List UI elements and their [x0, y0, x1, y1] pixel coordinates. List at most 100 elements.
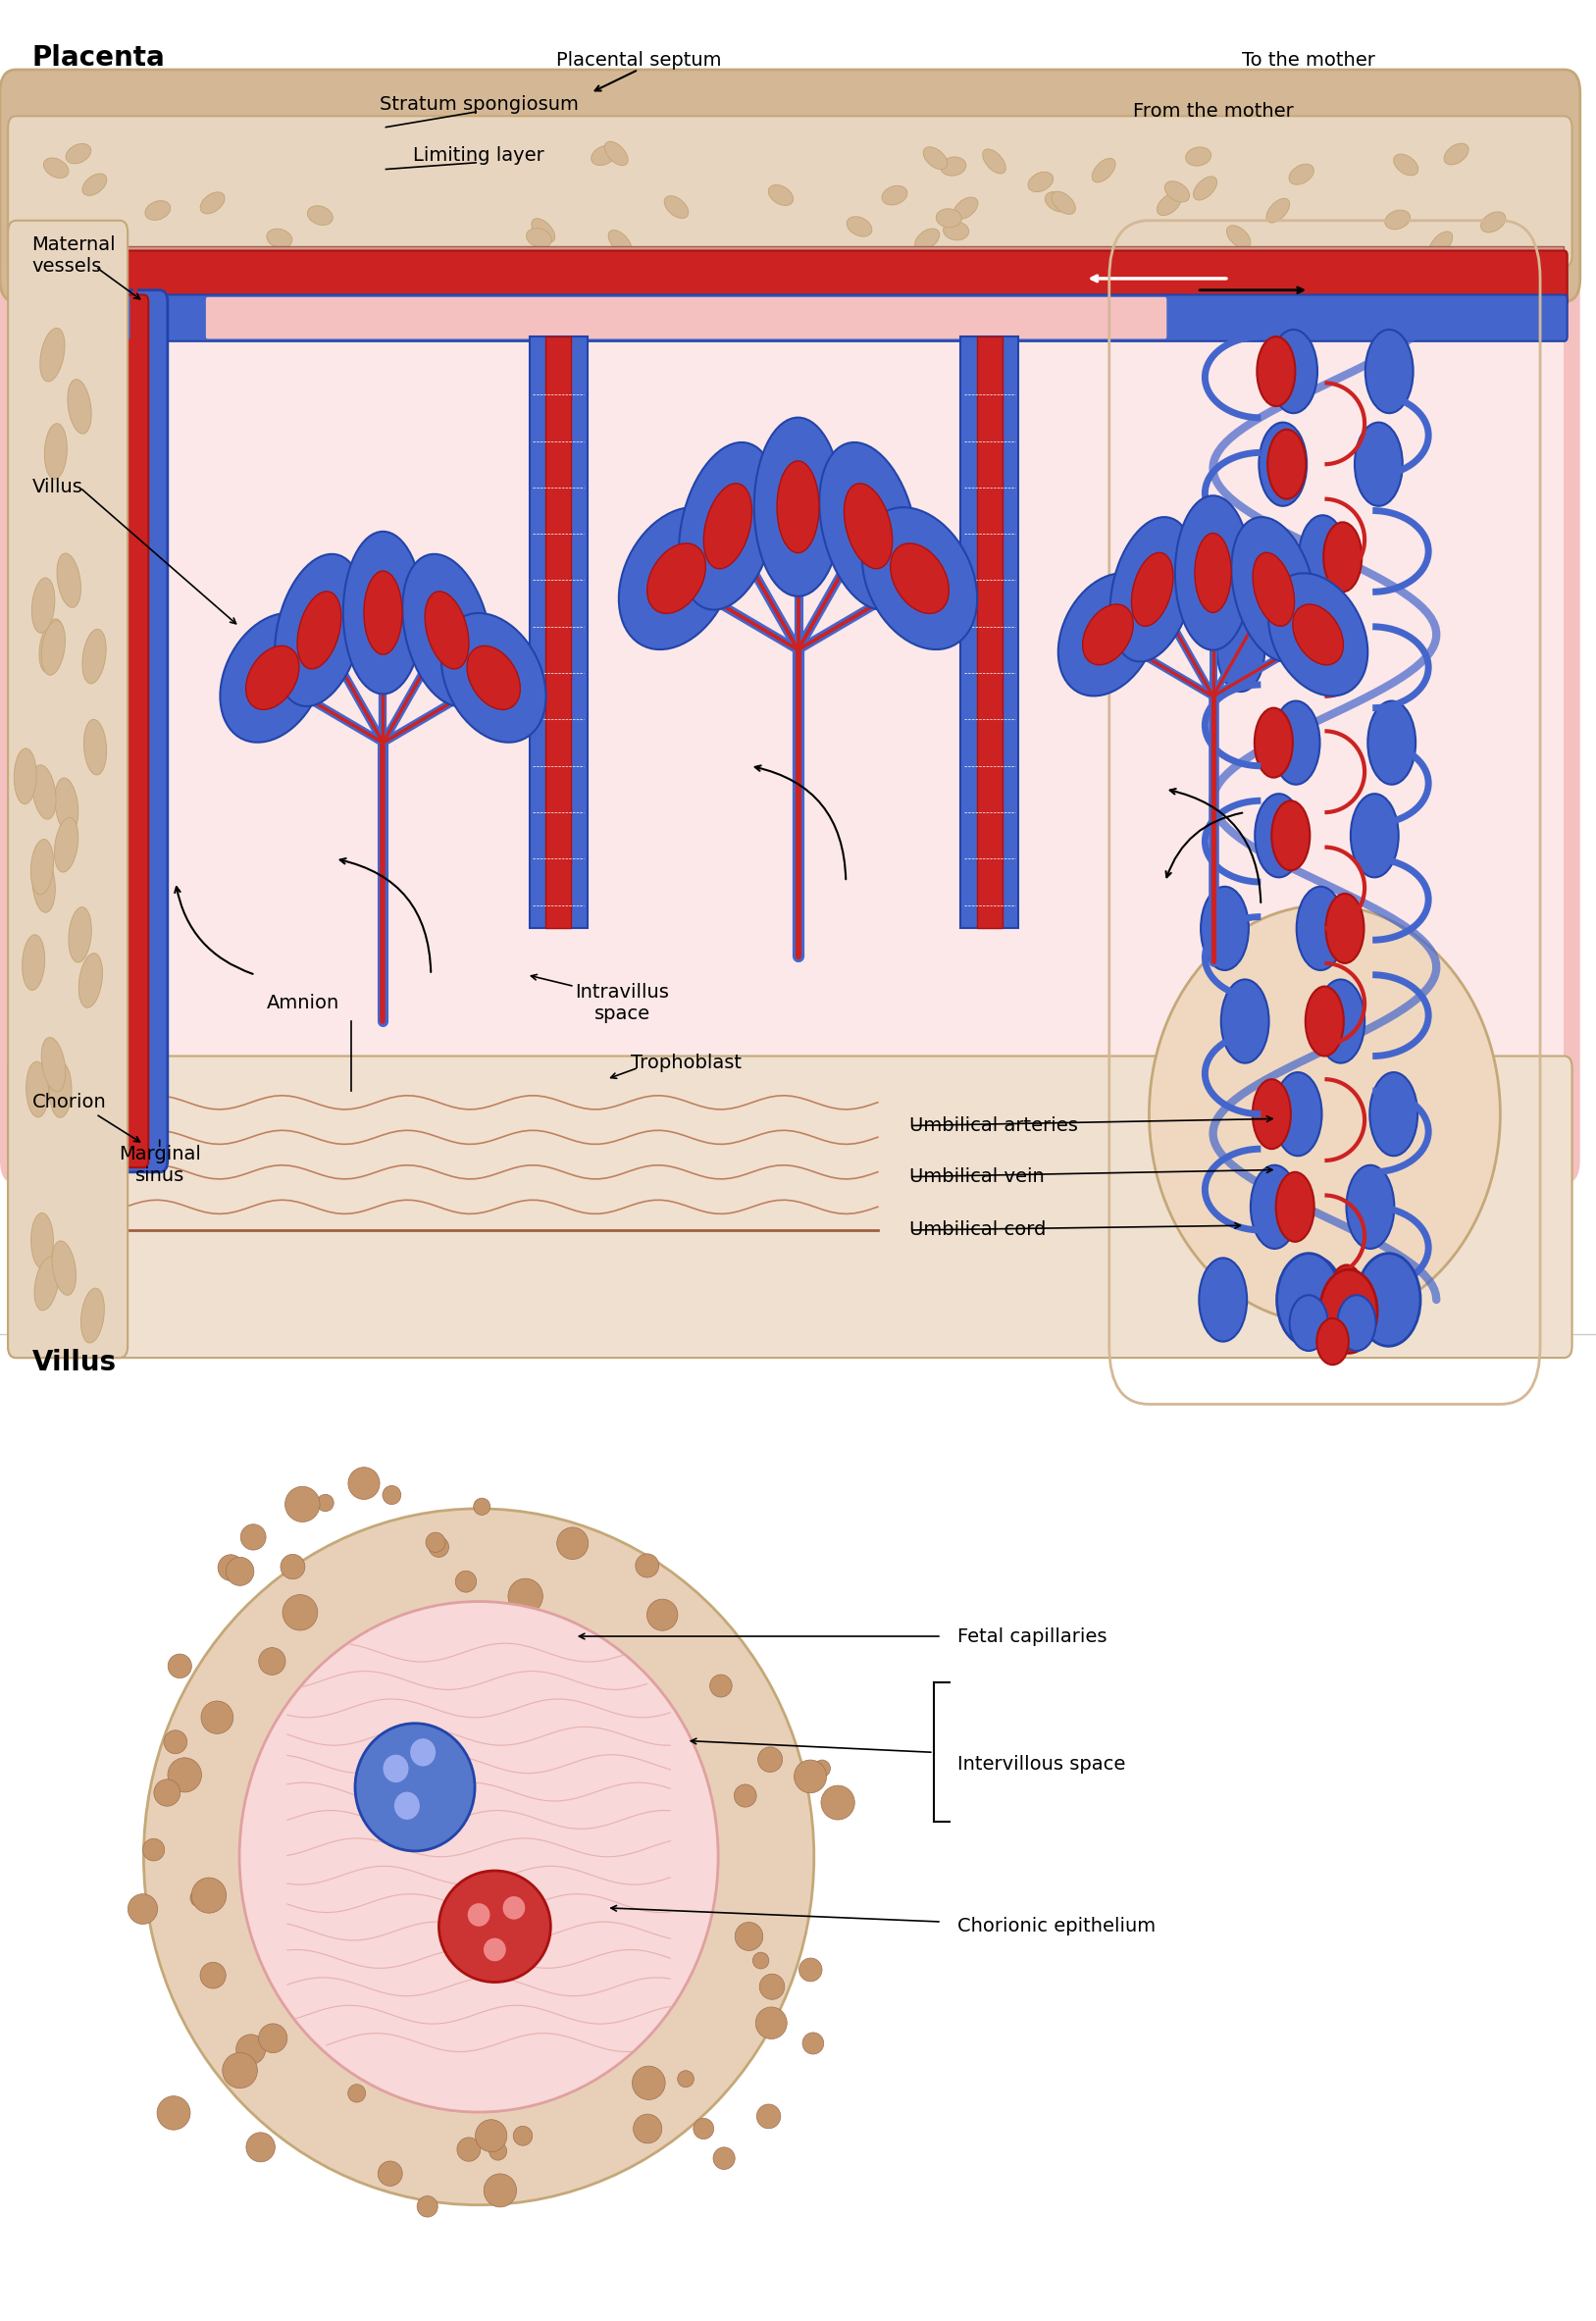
Ellipse shape [32, 766, 56, 819]
Ellipse shape [646, 1599, 678, 1632]
Ellipse shape [795, 1759, 827, 1792]
Ellipse shape [85, 720, 107, 775]
FancyBboxPatch shape [13, 295, 1567, 341]
Ellipse shape [428, 1615, 456, 1650]
Text: From the mother: From the mother [1133, 102, 1293, 121]
Ellipse shape [803, 2033, 824, 2054]
Ellipse shape [1310, 615, 1349, 685]
Ellipse shape [364, 571, 402, 655]
Ellipse shape [348, 2084, 365, 2103]
Ellipse shape [1175, 497, 1251, 650]
Ellipse shape [455, 1571, 477, 1592]
Text: Placental septum: Placental septum [555, 51, 721, 70]
Ellipse shape [156, 2096, 190, 2131]
Ellipse shape [456, 2138, 480, 2161]
Ellipse shape [67, 378, 91, 434]
Ellipse shape [1221, 979, 1269, 1063]
Ellipse shape [983, 149, 1005, 174]
Ellipse shape [429, 1537, 448, 1557]
Ellipse shape [1355, 422, 1403, 506]
Ellipse shape [440, 613, 546, 743]
Ellipse shape [54, 817, 78, 873]
Ellipse shape [1296, 887, 1344, 970]
Ellipse shape [83, 629, 105, 685]
Ellipse shape [573, 1685, 603, 1720]
Ellipse shape [755, 2008, 787, 2038]
Ellipse shape [1275, 1172, 1314, 1242]
Ellipse shape [1306, 986, 1344, 1056]
Text: Trophoblast: Trophoblast [630, 1054, 742, 1072]
Text: Umbilical cord: Umbilical cord [910, 1221, 1047, 1239]
Bar [977, 337, 1002, 928]
Ellipse shape [1258, 337, 1296, 406]
Text: Villus: Villus [32, 1349, 117, 1376]
Ellipse shape [1052, 193, 1076, 214]
Ellipse shape [378, 2161, 402, 2186]
Ellipse shape [883, 186, 907, 204]
Ellipse shape [937, 209, 962, 227]
Ellipse shape [1216, 608, 1264, 692]
Ellipse shape [1317, 979, 1365, 1063]
Bar [16, 246, 1564, 260]
Ellipse shape [1254, 708, 1293, 778]
Bar [530, 337, 587, 928]
Ellipse shape [713, 2147, 734, 2170]
Ellipse shape [736, 1922, 763, 1950]
Ellipse shape [1194, 176, 1216, 200]
Ellipse shape [46, 232, 72, 251]
Ellipse shape [246, 645, 298, 710]
Text: Villus: Villus [32, 478, 83, 497]
Ellipse shape [322, 1975, 346, 2003]
Ellipse shape [348, 1467, 380, 1499]
Ellipse shape [678, 443, 777, 610]
Ellipse shape [533, 1622, 554, 1646]
Ellipse shape [78, 954, 102, 1007]
Ellipse shape [190, 1889, 207, 1908]
Ellipse shape [503, 1896, 525, 1919]
Ellipse shape [394, 1792, 420, 1820]
Ellipse shape [504, 1734, 523, 1757]
Ellipse shape [1294, 1258, 1342, 1342]
Ellipse shape [222, 2052, 257, 2089]
Ellipse shape [632, 2066, 666, 2101]
Ellipse shape [1253, 552, 1294, 627]
Ellipse shape [1481, 211, 1505, 232]
Ellipse shape [531, 218, 555, 241]
Ellipse shape [1028, 172, 1053, 193]
Ellipse shape [142, 1838, 164, 1861]
Ellipse shape [1369, 1072, 1417, 1156]
Ellipse shape [1259, 422, 1307, 506]
Ellipse shape [1326, 894, 1365, 963]
Ellipse shape [1357, 1253, 1420, 1346]
FancyBboxPatch shape [13, 251, 1567, 306]
Ellipse shape [488, 2142, 508, 2161]
Ellipse shape [144, 1509, 814, 2205]
Ellipse shape [1267, 429, 1306, 499]
Ellipse shape [1092, 158, 1116, 183]
Ellipse shape [244, 2036, 263, 2056]
Text: Amnion: Amnion [267, 993, 340, 1012]
Ellipse shape [294, 1931, 321, 1964]
Ellipse shape [35, 1256, 59, 1311]
Ellipse shape [26, 1061, 48, 1116]
Ellipse shape [69, 908, 91, 963]
Ellipse shape [200, 1961, 227, 1989]
Ellipse shape [527, 227, 552, 248]
Bar [16, 302, 1564, 1160]
Ellipse shape [236, 2036, 265, 2063]
Ellipse shape [819, 443, 918, 610]
Ellipse shape [757, 2105, 780, 2128]
Ellipse shape [286, 1485, 319, 1523]
Ellipse shape [1317, 1318, 1349, 1365]
Ellipse shape [468, 645, 520, 710]
Ellipse shape [953, 197, 978, 218]
Ellipse shape [192, 1878, 227, 1913]
Ellipse shape [241, 1525, 267, 1550]
Text: Chorion: Chorion [32, 1093, 107, 1112]
Ellipse shape [847, 216, 871, 237]
Ellipse shape [940, 158, 966, 176]
Text: Umbilical vein: Umbilical vein [910, 1167, 1045, 1186]
FancyBboxPatch shape [8, 220, 128, 1358]
Ellipse shape [1365, 330, 1412, 413]
Ellipse shape [201, 1701, 233, 1734]
